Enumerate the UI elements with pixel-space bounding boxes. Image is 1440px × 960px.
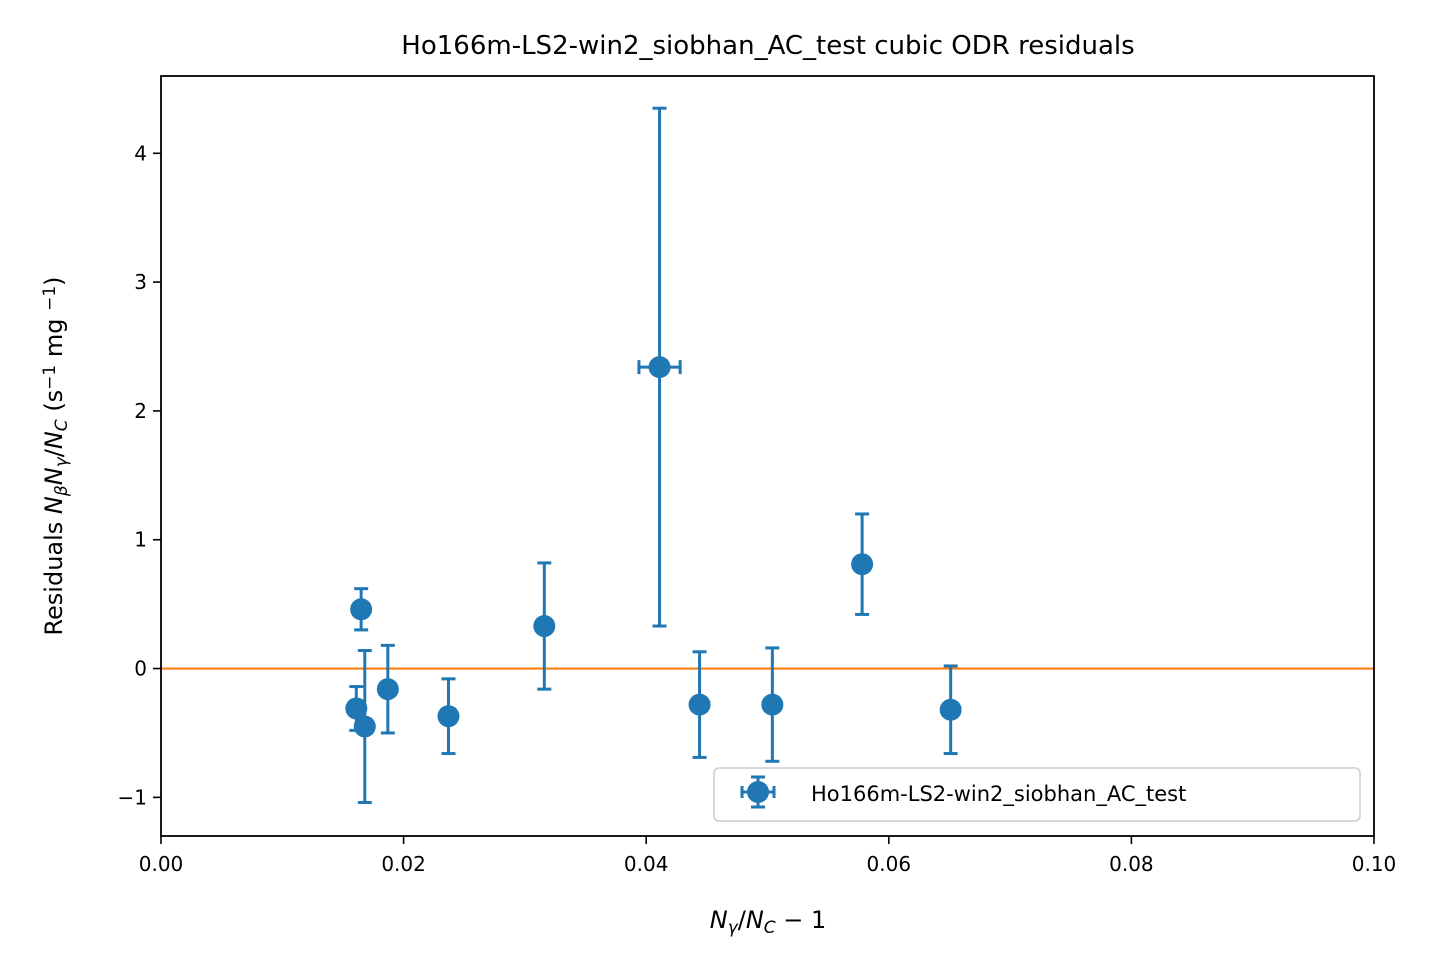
axis-label-part: Residuals [40, 514, 68, 636]
data-point-9 [761, 646, 784, 763]
x-axis-ticks: 0.00 0.02 0.04 0.06 0.08 0.10 [139, 836, 1397, 876]
axis-label-part: ) [40, 276, 68, 285]
data-point-7 [637, 106, 682, 628]
axis-label-part: − 1 [776, 906, 827, 934]
data-point-marker [648, 356, 671, 379]
data-point-marker [345, 697, 368, 720]
axis-label-part: C [52, 419, 72, 431]
legend: Ho166m-LS2-win2_siobhan_AC_test [713, 767, 1361, 822]
axis-label-part: −1 [40, 365, 60, 390]
axis-label-part: C [764, 918, 776, 938]
data-point-5 [437, 677, 460, 756]
data-point-2 [350, 587, 373, 632]
x-tick-label: 0.10 [1352, 852, 1397, 876]
data-point-marker [761, 693, 784, 716]
axis-label-part: −1 [40, 286, 60, 311]
data-point-11 [939, 664, 962, 756]
series-group [345, 106, 962, 805]
data-point-8 [688, 650, 711, 759]
x-tick-label: 0.08 [1109, 852, 1154, 876]
axis-label-part: (s [40, 390, 68, 420]
data-point-10 [851, 512, 874, 616]
data-point-3 [353, 649, 376, 805]
legend-box [713, 767, 1361, 822]
x-tick-label: 0.02 [381, 852, 426, 876]
data-point-marker [353, 715, 376, 738]
data-point-marker [350, 598, 373, 621]
plot-area [161, 76, 1374, 836]
axis-label-part: N [746, 906, 764, 934]
axes-frame [160, 75, 1375, 837]
data-point-marker [376, 678, 399, 701]
axis-label-part: N [40, 496, 68, 514]
x-tick-label: 0.00 [139, 852, 184, 876]
plot-background [161, 76, 1374, 836]
y-tick-label: 1 [134, 528, 147, 552]
y-tick-label: −1 [118, 785, 147, 809]
data-point-marker [851, 553, 874, 576]
data-point-6 [533, 561, 556, 691]
axis-label-part: β [52, 485, 72, 497]
y-tick-label: 2 [134, 399, 147, 423]
y-tick-label: 4 [134, 141, 147, 165]
y-axis-label: Residuals NβNγ/NC (s−1 mg −1) [40, 276, 72, 635]
y-axis-ticks: −1 0 1 2 3 4 [118, 141, 161, 809]
x-tick-label: 0.06 [867, 852, 912, 876]
legend-entry-label: Ho166m-LS2-win2_siobhan_AC_test [811, 782, 1186, 807]
axes-spines [160, 75, 1375, 837]
axis-label-part: N [710, 906, 728, 934]
data-point-marker [939, 698, 962, 721]
data-point-marker [533, 615, 556, 638]
chart-title: Ho166m-LS2-win2_siobhan_AC_test cubic OD… [401, 31, 1134, 61]
axis-label-part: / [40, 448, 68, 457]
legend-marker [740, 775, 776, 809]
data-point-marker [437, 705, 460, 728]
axis-label-part: γ [52, 456, 72, 467]
y-tick-label: 0 [134, 657, 147, 681]
axis-label-part: / [738, 906, 747, 934]
axis-label-part: mg [40, 311, 68, 365]
x-axis-label: Nγ/NC − 1 [710, 906, 827, 938]
data-point-4 [376, 643, 399, 735]
y-tick-label: 3 [134, 270, 147, 294]
axis-label-part: γ [728, 918, 739, 938]
axis-label-part: N [40, 431, 68, 449]
legend-marker-dot [747, 781, 769, 803]
axis-label-part: N [40, 467, 68, 485]
x-tick-label: 0.04 [624, 852, 669, 876]
data-point-marker [688, 693, 711, 716]
